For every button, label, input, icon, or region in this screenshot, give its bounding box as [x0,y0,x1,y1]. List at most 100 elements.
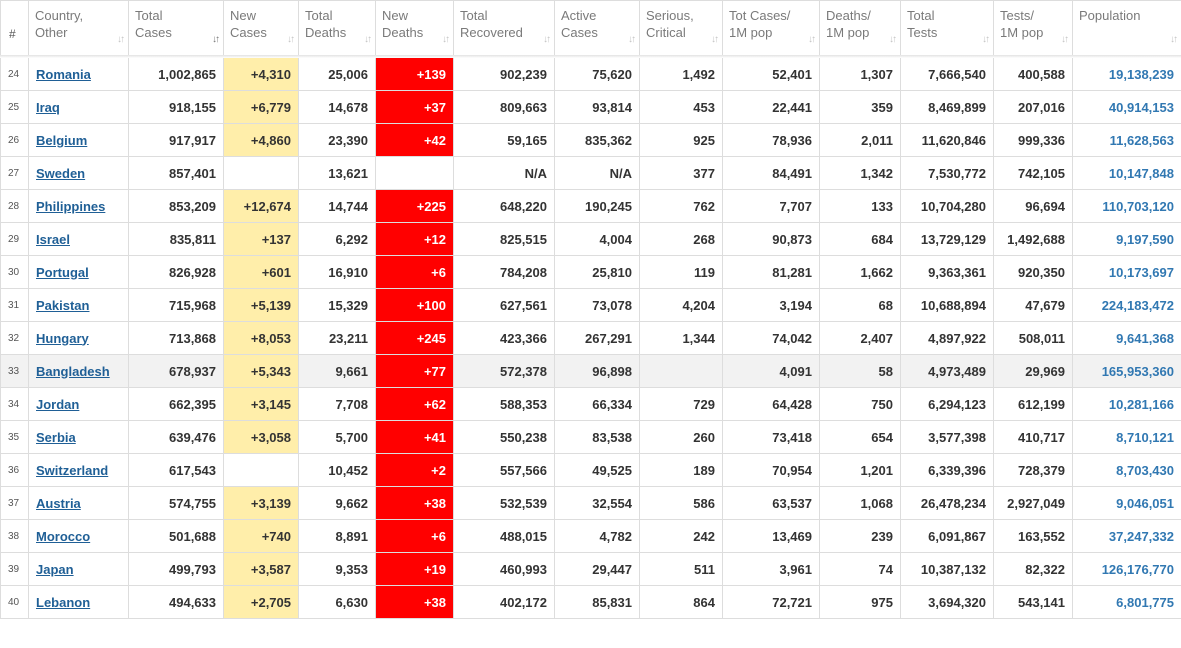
cell-country: Portugal [28,255,129,289]
sort-arrows-icon[interactable]: ↓↑ [543,34,551,45]
cell-total-tests: 4,897,922 [900,321,994,355]
cell-tests-per-1m: 2,927,049 [993,486,1073,520]
table-row: 31 Pakistan 715,968 +5,139 15,329 +100 627,561… [0,288,1181,322]
column-header-total-tests[interactable]: Total Tests ↓↑ [900,0,994,56]
cell-serious: 511 [639,552,723,586]
cell-country: Romania [28,57,129,91]
cell-num: 26 [0,123,29,157]
cell-total-tests: 4,973,489 [900,354,994,388]
cell-new-cases: +3,587 [223,552,299,586]
country-link[interactable]: Romania [36,66,91,82]
cell-new-cases: +137 [223,222,299,256]
cell-new-deaths: +37 [375,90,454,124]
cell-active-cases: 85,831 [554,585,640,619]
cell-total-tests: 3,694,320 [900,585,994,619]
sort-arrows-icon[interactable]: ↓↑ [889,34,897,45]
cell-population: 110,703,120 [1072,189,1181,223]
column-header-cases-per-1m[interactable]: Tot Cases/1M pop ↓↑ [722,0,820,56]
column-header-label: Active [561,8,597,23]
table-row: 37 Austria 574,755 +3,139 9,662 +38 532,539 32,… [0,486,1181,520]
column-header-total-cases[interactable]: Total Cases ↓↑ [128,0,224,56]
column-header-active-cases[interactable]: Active Cases ↓↑ [554,0,640,56]
sort-arrows-icon[interactable]: ↓↑ [1170,34,1178,45]
cell-total-cases: 826,928 [128,255,224,289]
cell-num: 36 [0,453,29,487]
cell-num: 24 [0,57,29,91]
cell-total-recovered: 557,566 [453,453,555,487]
cell-active-cases: 93,814 [554,90,640,124]
country-link[interactable]: Japan [36,561,74,577]
cell-country: Sweden [28,156,129,190]
table-body: 23Canada1,002,983+7,20125,257+93955,3567… [0,38,1181,619]
country-link[interactable]: Jordan [36,396,80,412]
cell-total-cases: 857,401 [128,156,224,190]
column-header-population[interactable]: Population ↓↑ [1072,0,1181,56]
cell-tests-per-1m: 29,969 [993,354,1073,388]
country-link[interactable]: Lebanon [36,594,91,610]
cell-new-cases: +12,674 [223,189,299,223]
cell-num: 39 [0,552,29,586]
sort-arrows-icon[interactable]: ↓↑ [117,34,125,45]
cell-total-recovered: 902,239 [453,57,555,91]
country-link[interactable]: Israel [36,231,70,247]
cell-num: 25 [0,90,29,124]
cell-new-cases: +5,343 [223,354,299,388]
column-header-total-deaths[interactable]: Total Deaths ↓↑ [298,0,376,56]
column-header-new-deaths[interactable]: New Deaths ↓↑ [375,0,454,56]
cell-active-cases: 267,291 [554,321,640,355]
sort-arrows-icon[interactable]: ↓↑ [287,34,295,45]
country-link[interactable]: Philippines [36,198,106,214]
sort-arrows-icon[interactable]: ↓↑ [628,34,636,45]
sort-arrows-icon[interactable]: ↓↑ [364,34,372,45]
country-link[interactable]: Sweden [36,165,86,181]
country-link[interactable]: Bangladesh [36,363,110,379]
cell-new-deaths: +225 [375,189,454,223]
column-header-serious[interactable]: Serious, Critical ↓↑ [639,0,723,56]
column-header-country[interactable]: Country, Other ↓↑ [28,0,129,56]
cell-tests-per-1m: 1,492,688 [993,222,1073,256]
cell-population: 8,703,430 [1072,453,1181,487]
sort-arrows-icon[interactable]: ↓↑ [212,34,220,45]
sort-arrows-icon[interactable]: ↓↑ [982,34,990,45]
cell-total-cases: 715,968 [128,288,224,322]
cell-tests-per-1m: 207,016 [993,90,1073,124]
sort-arrows-icon[interactable]: ↓↑ [808,34,816,45]
column-header-label: Total [907,8,935,23]
cell-total-cases: 499,793 [128,552,224,586]
country-link[interactable]: Pakistan [36,297,90,313]
country-link[interactable]: Iraq [36,99,60,115]
country-link[interactable]: Austria [36,495,81,511]
cell-active-cases: 4,782 [554,519,640,553]
cell-active-cases: 96,898 [554,354,640,388]
sort-arrows-icon[interactable]: ↓↑ [1061,34,1069,45]
column-header-new-cases[interactable]: New Cases ↓↑ [223,0,299,56]
country-link[interactable]: Portugal [36,264,89,280]
table-row: 24 Romania 1,002,865 +4,310 25,006 +139 902,23… [0,57,1181,91]
cell-total-recovered: 627,561 [453,288,555,322]
cell-population: 19,138,239 [1072,57,1181,91]
cell-total-deaths: 25,006 [298,57,376,91]
column-header-label: 1M pop [729,25,773,40]
country-link[interactable]: Switzerland [36,462,109,478]
country-link[interactable]: Belgium [36,132,88,148]
cell-new-cases: +601 [223,255,299,289]
column-header-deaths-per-1m[interactable]: Deaths/1M pop ↓↑ [819,0,901,56]
country-link[interactable]: Morocco [36,528,91,544]
cell-tests-per-1m: 410,717 [993,420,1073,454]
cell-new-cases: +4,860 [223,123,299,157]
cell-total-tests: 10,688,894 [900,288,994,322]
column-header-tests-per-1m[interactable]: Tests/1M pop ↓↑ [993,0,1073,56]
sort-arrows-icon[interactable]: ↓↑ [711,34,719,45]
cell-deaths-per-1m: 975 [819,585,901,619]
column-header-label: Country, [35,8,84,23]
country-link[interactable]: Hungary [36,330,89,346]
sort-arrows-icon[interactable]: ↓↑ [442,34,450,45]
cell-tests-per-1m: 508,011 [993,321,1073,355]
cell-cases-per-1m: 4,091 [722,354,820,388]
cell-num: 32 [0,321,29,355]
column-header-total-recovered[interactable]: Total Recovered ↓↑ [453,0,555,56]
table-row: 30 Portugal 826,928 +601 16,910 +6 784,208 25,8… [0,255,1181,289]
cell-deaths-per-1m: 74 [819,552,901,586]
cell-total-recovered: 488,015 [453,519,555,553]
country-link[interactable]: Serbia [36,429,76,445]
